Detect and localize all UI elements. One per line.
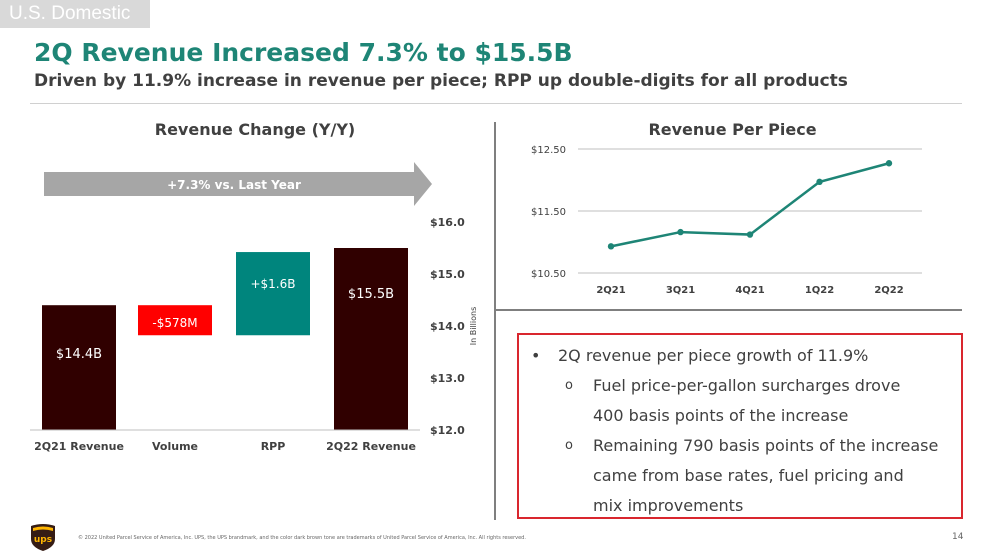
y-tick-label: $13.0 bbox=[430, 372, 465, 385]
y-tick-label: $11.50 bbox=[531, 207, 566, 218]
waterfall-bar bbox=[138, 305, 212, 336]
callout-sub-line: mix improvements bbox=[593, 496, 744, 515]
revenue-per-piece-title: Revenue Per Piece bbox=[648, 120, 817, 139]
horizontal-divider bbox=[496, 309, 962, 311]
ups-logo-icon: ups bbox=[31, 524, 55, 551]
callout-bullet-line: • 2Q revenue per piece growth of 11.9% bbox=[527, 341, 953, 371]
bar-data-label: +$1.6B bbox=[250, 277, 295, 291]
y-tick-label: $10.50 bbox=[531, 269, 566, 280]
circle-bullet-icon: o bbox=[565, 438, 573, 453]
banner-arrow bbox=[44, 162, 432, 206]
waterfall-bar bbox=[42, 305, 116, 430]
y-tick-label: $14.0 bbox=[430, 320, 465, 333]
x-tick-label: 1Q22 bbox=[805, 285, 834, 296]
revenue-change-title: Revenue Change (Y/Y) bbox=[154, 120, 356, 139]
circle-bullet-icon: o bbox=[565, 378, 573, 393]
x-tick-label: 2Q21 bbox=[596, 285, 625, 296]
svg-text:ups: ups bbox=[34, 535, 52, 545]
page-number: 14 bbox=[952, 532, 964, 542]
title-divider bbox=[30, 103, 962, 104]
callout-sub-line: 400 basis points of the increase bbox=[593, 406, 849, 425]
revenue-waterfall-chart: +7.3% vs. Last Year $12.0 $13.0 $14.0 $15.0 $… bbox=[30, 162, 478, 453]
x-tick-label: 3Q21 bbox=[666, 285, 695, 296]
bar-data-label: -$578M bbox=[152, 316, 197, 330]
x-tick-label: 4Q21 bbox=[735, 285, 764, 296]
callout-sub-item-2: o Remaining 790 basis points of the incr… bbox=[527, 431, 953, 461]
callout-sub-line: came from base rates, fuel pricing and bbox=[593, 466, 904, 485]
callout-sub-line: Remaining 790 basis points of the increa… bbox=[593, 436, 939, 455]
rpp-data-point bbox=[677, 228, 684, 236]
rpp-data-point bbox=[816, 178, 823, 186]
y-tick-label: $15.0 bbox=[430, 268, 465, 281]
bullet-dot-icon: • bbox=[531, 346, 541, 365]
y-tick-label: $12.50 bbox=[531, 145, 566, 156]
section-tag: U.S. Domestic bbox=[0, 0, 150, 28]
slide-title: 2Q Revenue Increased 7.3% to $15.5B bbox=[34, 38, 573, 67]
callout-sub-line: Fuel price-per-gallon surcharges drove bbox=[593, 376, 901, 395]
x-category-label: RPP bbox=[261, 440, 286, 453]
copyright-footer: © 2022 United Parcel Service of America,… bbox=[78, 535, 526, 541]
slide-subtitle: Driven by 11.9% increase in revenue per … bbox=[34, 71, 848, 91]
callout-bullet: 2Q revenue per piece growth of 11.9% bbox=[558, 346, 869, 365]
rpp-data-point bbox=[746, 231, 754, 238]
y-tick-label: $12.0 bbox=[430, 424, 465, 437]
bar-data-label: $14.4B bbox=[56, 347, 102, 362]
x-category-label: 2Q21 Revenue bbox=[34, 440, 124, 453]
callout-box: • 2Q revenue per piece growth of 11.9% o… bbox=[517, 333, 963, 519]
banner-label: +7.3% vs. Last Year bbox=[167, 178, 301, 192]
rpp-data-point bbox=[885, 160, 893, 167]
waterfall-bar bbox=[236, 252, 310, 336]
waterfall-bar bbox=[334, 248, 408, 430]
y-axis-label: In Billions bbox=[469, 307, 478, 345]
y-tick-label: $16.0 bbox=[430, 216, 465, 229]
x-tick-label: 2Q22 bbox=[874, 285, 903, 296]
revenue-per-piece-chart: $10.50 $11.50 $12.50 2Q21 3Q21 4Q21 1Q22 2Q22 bbox=[531, 145, 922, 296]
rpp-data-point bbox=[607, 243, 615, 250]
vertical-divider bbox=[494, 122, 496, 520]
callout-sub-item-1: o Fuel price-per-gallon surcharges drove bbox=[527, 371, 953, 401]
bar-data-label: $15.5B bbox=[348, 287, 394, 302]
x-category-label: Volume bbox=[152, 440, 198, 453]
x-category-label: 2Q22 Revenue bbox=[326, 440, 416, 453]
